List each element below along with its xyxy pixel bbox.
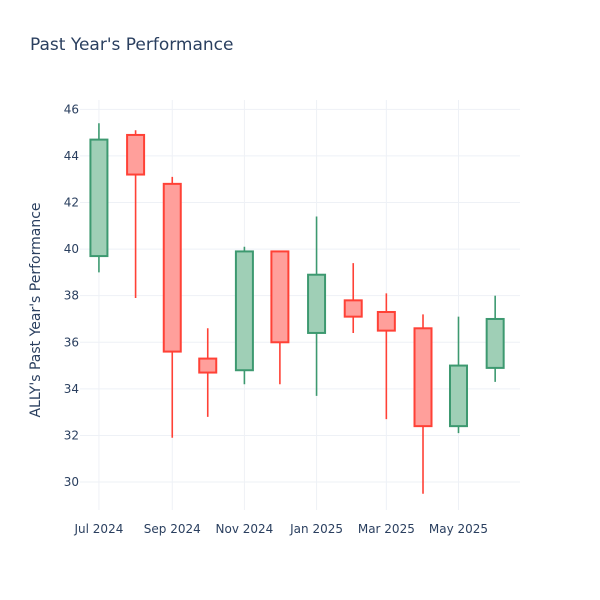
candle [198,328,218,417]
candle-body [198,357,218,374]
candle [162,176,182,438]
x-tick-label: Mar 2025 [358,522,415,536]
candle-body [89,138,109,258]
y-tick-label: 40 [64,242,79,256]
candle [234,246,254,385]
candle-body [162,182,182,353]
candle-body [485,317,505,369]
grid-layer [80,100,520,510]
y-tick-label: 46 [64,102,79,116]
y-axis-label: ALLY's Past Year's Performance [28,202,44,417]
candle [448,316,468,434]
candle [376,293,396,420]
candle-body [307,273,327,334]
y-tick-label: 34 [64,382,79,396]
candle [89,123,109,273]
candle-body [448,364,468,428]
candle [413,314,433,494]
candle-body [234,250,254,372]
x-tick-label: Jan 2025 [289,522,343,536]
candle [485,295,505,382]
y-tick-label: 36 [64,335,79,349]
x-tick-label: Jul 2024 [74,522,124,536]
candle [343,263,363,333]
x-tick-label: Sep 2024 [144,522,201,536]
candle-body [376,310,396,332]
y-tick-label: 42 [64,196,79,210]
y-tick-label: 32 [64,428,79,442]
candle [270,250,290,385]
x-tick-label: Nov 2024 [216,522,274,536]
candle-body [343,299,363,318]
candle [307,216,327,396]
x-tick-label: May 2025 [429,522,488,536]
candle-body [413,327,433,428]
chart-title: Past Year's Performance [30,35,234,55]
candle-body [126,133,146,176]
y-tick-label: 30 [64,475,79,489]
y-tick-label: 38 [64,289,79,303]
candle [126,130,146,299]
y-tick-label: 44 [64,149,79,163]
candle-body [270,250,290,344]
candles-layer [89,123,505,494]
ticks-layer: 30 32 34 36 38 40 42 44 46 Jul 2024 Sep 2024 Nov 20… [64,102,488,536]
